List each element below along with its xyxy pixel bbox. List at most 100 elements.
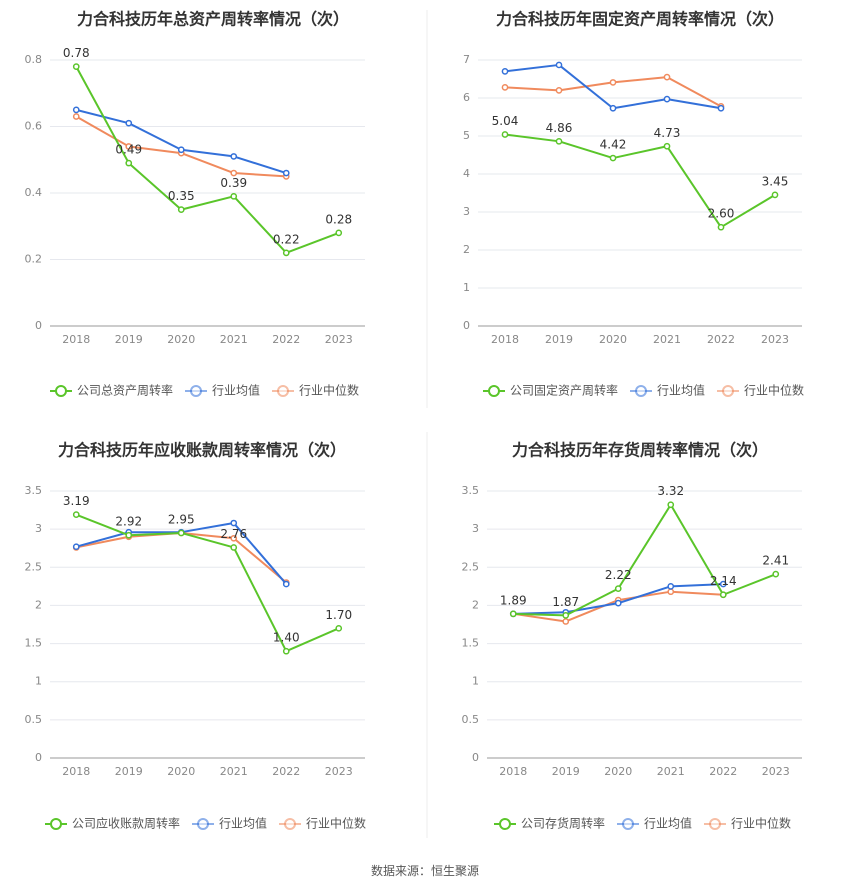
data-point xyxy=(72,106,80,114)
legend-label: 行业均值 xyxy=(219,816,267,831)
y-tick-label: 2.5 xyxy=(25,560,43,573)
data-point xyxy=(717,223,725,231)
x-tick-label: 2018 xyxy=(491,333,519,346)
data-label: 4.86 xyxy=(546,121,573,135)
data-point xyxy=(230,519,238,527)
data-point xyxy=(719,580,727,588)
chart-panel: 力合科技历年固定资产周转率情况（次） 0 1 2 3 4 5 6 7 2018 2019 2020 20… xyxy=(463,10,804,398)
data-label: 0.49 xyxy=(115,143,142,157)
data-point xyxy=(667,583,675,590)
data-point xyxy=(717,104,725,112)
y-tick-label: 3 xyxy=(472,522,479,535)
y-tick-label: 0.2 xyxy=(25,253,43,266)
data-point xyxy=(555,87,563,94)
chart-panel: 力合科技历年应收账款周转率情况（次） 0 0.5 1 1.5 2 2.5 3 3.5 2018 20… xyxy=(25,441,367,831)
data-point xyxy=(555,61,563,69)
legend-item: 公司总资产周转率 xyxy=(50,383,173,398)
y-tick-label: 0 xyxy=(463,319,470,332)
data-point xyxy=(667,501,675,509)
data-label: 2.76 xyxy=(220,527,247,541)
data-point xyxy=(614,599,622,607)
data-point xyxy=(772,570,780,578)
y-tick-label: 0 xyxy=(35,319,42,332)
data-point xyxy=(177,146,185,154)
series-line xyxy=(504,133,776,229)
data-point xyxy=(177,529,185,537)
legend-swatch-marker xyxy=(50,818,62,830)
legend-label: 行业均值 xyxy=(644,816,692,831)
series-line xyxy=(513,503,777,617)
y-tick-label: 0.5 xyxy=(25,713,43,726)
chart-title: 力合科技历年应收账款周转率情况（次） xyxy=(58,441,346,460)
y-tick-label: 1 xyxy=(472,675,479,688)
data-point xyxy=(501,68,509,75)
legend-item: 行业中位数 xyxy=(717,383,804,398)
data-label: 1.89 xyxy=(500,593,527,607)
data-point xyxy=(230,192,238,200)
x-tick-label: 2022 xyxy=(272,765,300,778)
data-point xyxy=(125,159,133,167)
y-tick-label: 1.5 xyxy=(25,637,43,650)
data-label: 3.32 xyxy=(657,484,684,498)
chart-title: 力合科技历年固定资产周转率情况（次） xyxy=(496,10,784,29)
x-tick-label: 2022 xyxy=(272,333,300,346)
data-point xyxy=(72,63,80,71)
y-tick-label: 5 xyxy=(463,129,470,142)
legend-label: 公司应收账款周转率 xyxy=(72,816,180,831)
x-tick-label: 2023 xyxy=(325,765,353,778)
chart-panel: 力合科技历年总资产周转率情况（次） 0 0.2 0.4 0.6 0.8 2018 2019 20… xyxy=(25,10,365,398)
chart-title: 力合科技历年总资产周转率情况（次） xyxy=(77,10,349,29)
x-tick-label: 2023 xyxy=(761,333,789,346)
series-line xyxy=(76,108,287,175)
data-point xyxy=(230,544,238,551)
legend-swatch-marker xyxy=(635,385,647,397)
legend-label: 公司总资产周转率 xyxy=(77,383,173,398)
data-point xyxy=(609,104,617,112)
y-tick-label: 0.6 xyxy=(25,120,43,133)
y-tick-label: 4 xyxy=(463,167,470,180)
y-tick-label: 3.5 xyxy=(25,484,43,497)
x-tick-label: 2018 xyxy=(62,333,90,346)
legend-item: 行业均值 xyxy=(185,383,260,398)
legend-item: 行业均值 xyxy=(192,816,267,831)
x-tick-label: 2020 xyxy=(599,333,627,346)
x-tick-label: 2023 xyxy=(762,765,790,778)
data-point xyxy=(663,95,671,103)
x-tick-label: 2019 xyxy=(545,333,573,346)
legend-swatch-marker xyxy=(197,818,209,830)
legend-swatch-marker xyxy=(709,818,721,830)
data-point xyxy=(125,531,133,539)
data-point xyxy=(719,591,727,599)
data-label: 1.87 xyxy=(552,595,579,609)
data-label: 0.22 xyxy=(273,232,300,246)
data-point xyxy=(335,229,343,237)
series-line xyxy=(504,63,722,110)
series-line xyxy=(75,513,340,653)
x-tick-label: 2019 xyxy=(115,333,143,346)
y-tick-label: 0 xyxy=(35,751,42,764)
data-label: 3.19 xyxy=(63,494,90,508)
y-tick-label: 1 xyxy=(463,281,470,294)
data-label: 4.42 xyxy=(600,138,627,152)
legend-item: 行业中位数 xyxy=(704,816,791,831)
legend-item: 公司固定资产周转率 xyxy=(483,383,618,398)
data-point xyxy=(614,585,622,592)
data-point xyxy=(335,624,343,632)
data-point xyxy=(282,249,290,257)
legend-label: 行业均值 xyxy=(657,383,705,398)
legend-label: 行业中位数 xyxy=(744,383,804,398)
y-tick-label: 6 xyxy=(463,91,470,104)
data-point xyxy=(555,137,563,145)
data-label: 1.40 xyxy=(273,631,300,645)
legend-item: 公司存货周转率 xyxy=(494,816,605,831)
data-label: 2.60 xyxy=(708,207,735,221)
data-label: 2.92 xyxy=(115,515,142,529)
legend-label: 行业中位数 xyxy=(731,816,791,831)
data-point xyxy=(125,143,133,150)
legend-label: 公司存货周转率 xyxy=(521,816,605,831)
data-label: 4.73 xyxy=(654,126,681,140)
data-point xyxy=(562,618,570,625)
x-tick-label: 2021 xyxy=(657,765,685,778)
legend-item: 行业中位数 xyxy=(279,816,366,831)
legend-label: 行业中位数 xyxy=(306,816,366,831)
